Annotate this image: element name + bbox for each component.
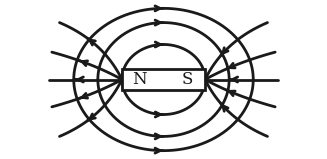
Text: S: S	[182, 71, 193, 88]
Text: N: N	[132, 71, 147, 88]
Bar	[122, 69, 205, 90]
